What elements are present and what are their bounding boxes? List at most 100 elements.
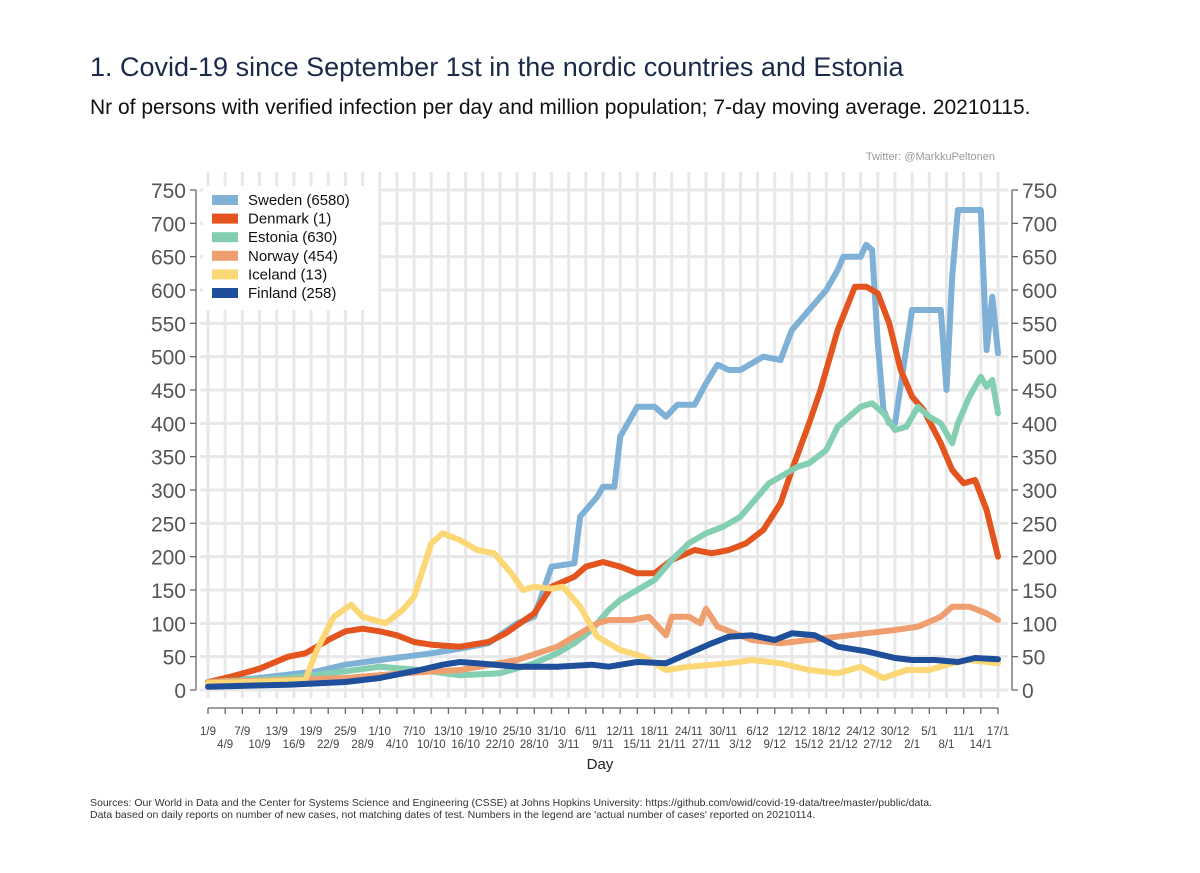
x-tick-label: 17/1 — [987, 726, 1009, 738]
x-tick-label: 14/1 — [970, 739, 992, 751]
x-tick-label: 19/9 — [300, 726, 322, 738]
x-tick-label: 19/10 — [468, 726, 497, 738]
legend-swatch — [212, 288, 238, 298]
y-tick-label-right: 450 — [1022, 380, 1057, 403]
legend-label: Iceland (13) — [248, 266, 327, 283]
x-tick-label: 15/12 — [795, 739, 824, 751]
y-tick-label-left: 750 — [151, 180, 186, 203]
y-tick-label-left: 0 — [174, 680, 186, 703]
y-tick-label-right: 700 — [1022, 213, 1057, 236]
x-tick-label: 22/9 — [317, 739, 339, 751]
x-tick-label: 4/9 — [217, 739, 233, 751]
chart-subtitle: Nr of persons with verified infection pe… — [90, 96, 1031, 119]
y-tick-label-left: 400 — [151, 413, 186, 436]
legend-swatch — [212, 195, 238, 205]
x-tick-label: 15/11 — [623, 739, 651, 751]
series-line-3 — [205, 373, 1001, 685]
y-tick-label-right: 100 — [1022, 613, 1057, 636]
twitter-credit: Twitter: @MarkkuPeltonen — [865, 151, 995, 163]
y-tick-label-right: 300 — [1022, 480, 1057, 503]
x-tick-label: 12/11 — [606, 726, 634, 738]
sources-line-2: Data based on daily reports on number of… — [90, 809, 816, 821]
x-tick-label: 28/10 — [520, 739, 549, 751]
sources-note: Sources: Our World in Data and the Cente… — [90, 797, 932, 821]
x-tick-label: 10/10 — [417, 739, 446, 751]
y-tick-label-right: 250 — [1022, 513, 1057, 536]
y-tick-label-left: 650 — [151, 247, 186, 270]
x-tick-label: 7/9 — [234, 726, 250, 738]
y-tick-label-left: 700 — [151, 213, 186, 236]
legend: Sweden (6580) Denmark (1)Estonia (630) Nor… — [203, 186, 378, 310]
y-tick-label-right: 500 — [1022, 347, 1057, 370]
legend-label: Denmark (1) — [248, 211, 331, 228]
x-tick-label: 10/9 — [248, 739, 270, 751]
y-tick-label-left: 350 — [151, 447, 186, 470]
x-tick-label: 16/10 — [451, 739, 480, 751]
legend-label: Sweden (6580) — [248, 192, 350, 209]
x-tick-label: 21/12 — [829, 739, 858, 751]
x-tick-label: 9/11 — [592, 739, 614, 751]
y-tick-label-left: 450 — [151, 380, 186, 403]
x-tick-label: 21/11 — [658, 739, 686, 751]
x-tick-label: 1/10 — [369, 726, 391, 738]
x-tick-label: 18/12 — [812, 726, 841, 738]
y-tick-label-left: 50 — [163, 647, 186, 670]
y-tick-label-left: 500 — [151, 347, 186, 370]
y-tick-label-right: 600 — [1022, 280, 1057, 303]
x-tick-label: 24/12 — [846, 726, 875, 738]
x-tick-label: 3/12 — [729, 739, 751, 751]
y-tick-label-right: 400 — [1022, 413, 1057, 436]
x-tick-label: 5/1 — [921, 726, 937, 738]
legend-swatch — [212, 250, 238, 261]
chart-title: 1. Covid-19 since September 1st in the n… — [90, 52, 904, 82]
legend-label: Finland (258) — [248, 285, 336, 302]
y-tick-label-right: 150 — [1022, 580, 1057, 603]
legend-swatch — [212, 213, 238, 224]
x-tick-label: 25/9 — [334, 726, 356, 738]
legend-swatch — [212, 269, 238, 280]
y-tick-label-left: 200 — [151, 547, 186, 570]
x-tick-label: 27/11 — [692, 739, 720, 751]
x-tick-label: 22/10 — [486, 739, 515, 751]
y-tick-label-right: 350 — [1022, 447, 1057, 470]
x-axis-label: Day — [587, 756, 614, 773]
x-tick-label: 25/10 — [503, 726, 532, 738]
x-tick-label: 8/1 — [938, 739, 954, 751]
x-tick-label: 9/12 — [764, 739, 786, 751]
x-tick-label: 3/11 — [558, 739, 580, 751]
x-tick-label: 2/1 — [904, 739, 920, 751]
y-tick-label-right: 550 — [1022, 313, 1057, 336]
series-line-4 — [205, 603, 1001, 685]
legend-label: Norway (454) — [248, 248, 338, 265]
y-tick-label-right: 0 — [1022, 680, 1034, 703]
y-tick-label-left: 150 — [151, 580, 186, 603]
series-line-6 — [205, 630, 1001, 690]
axes: 0 0 50 50 100 100 150 150 200 200 250 250 300 300 350 3… — [151, 180, 1057, 751]
x-tick-label: 30/12 — [881, 726, 910, 738]
y-tick-label-left: 250 — [151, 513, 186, 536]
y-tick-label-right: 200 — [1022, 547, 1057, 570]
x-tick-label: 1/9 — [200, 726, 216, 738]
x-tick-label: 11/1 — [953, 726, 975, 738]
x-tick-label: 31/10 — [537, 726, 566, 738]
x-tick-label: 13/9 — [266, 726, 288, 738]
series-lines — [205, 207, 1001, 690]
y-tick-label-right: 750 — [1022, 180, 1057, 203]
legend-swatch — [212, 232, 238, 243]
x-tick-label: 24/11 — [675, 726, 703, 738]
x-tick-label: 18/11 — [641, 726, 669, 738]
y-tick-label-right: 650 — [1022, 247, 1057, 270]
x-tick-label: 12/12 — [778, 726, 807, 738]
x-tick-label: 6/11 — [575, 726, 597, 738]
x-tick-label: 13/10 — [434, 726, 463, 738]
y-tick-label-left: 600 — [151, 280, 186, 303]
x-tick-label: 16/9 — [283, 739, 305, 751]
y-tick-label-right: 50 — [1022, 647, 1045, 670]
x-tick-label: 4/10 — [386, 739, 408, 751]
x-tick-label: 28/9 — [351, 739, 373, 751]
y-tick-label-left: 100 — [151, 613, 186, 636]
x-tick-label: 30/11 — [709, 726, 737, 738]
sources-line-1: Sources: Our World in Data and the Cente… — [90, 797, 932, 809]
y-tick-label-left: 550 — [151, 313, 186, 336]
legend-label: Estonia (630) — [248, 229, 337, 246]
